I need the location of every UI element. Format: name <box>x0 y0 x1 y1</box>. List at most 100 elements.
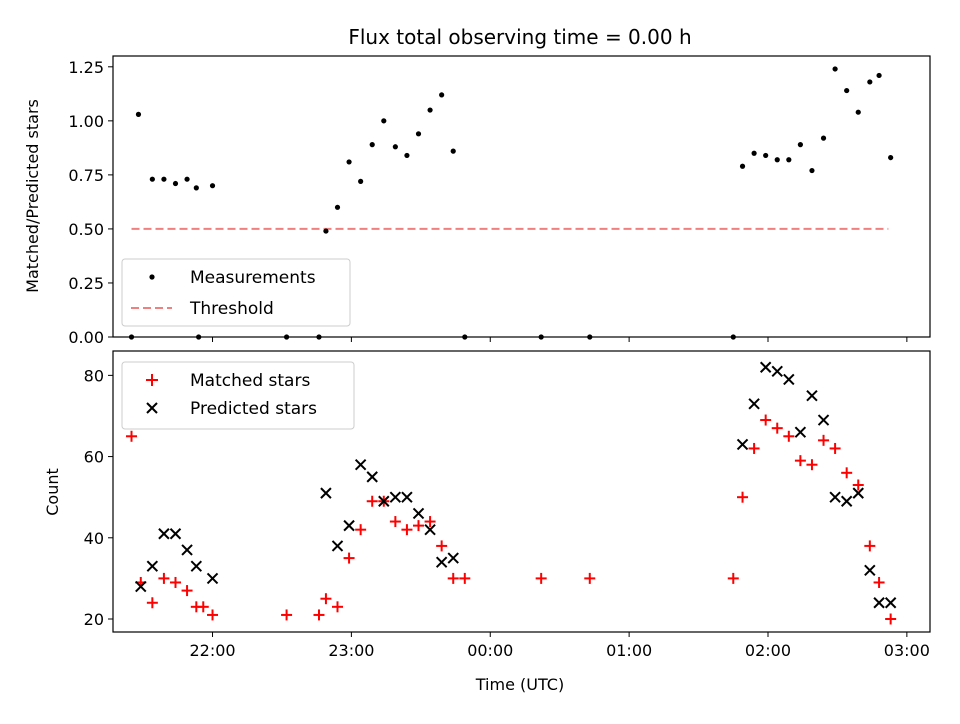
legend-threshold-label: Threshold <box>189 299 274 319</box>
predicted-star-point-3 <box>169 528 182 540</box>
measurement-point-5 <box>184 176 190 182</box>
bottom-y-tick-label-2: 60 <box>84 448 104 467</box>
predicted-star-point-5 <box>190 560 203 572</box>
predicted-star-point-30 <box>864 564 876 576</box>
matched-star-point-14 <box>355 524 367 536</box>
measurement-point-38 <box>867 79 873 85</box>
predicted-star-point-0 <box>135 580 147 593</box>
legend-predicted-marker <box>146 402 158 414</box>
predicted-star-point-26 <box>817 414 830 426</box>
matched-star-point-24 <box>535 572 547 584</box>
predicted-star-point-11 <box>366 471 378 483</box>
predicted-star-point-18 <box>447 552 459 564</box>
matched-star-point-25 <box>584 572 596 584</box>
measurement-point-15 <box>369 142 375 148</box>
predicted-star-point-17 <box>435 556 448 568</box>
bottom-x-tick-label-1: 23:00 <box>328 641 374 660</box>
measurement-point-32 <box>797 142 803 148</box>
predicted-star-point-14 <box>401 491 413 503</box>
predicted-star-point-10 <box>354 458 367 471</box>
legend-measurements-label: Measurements <box>190 268 316 288</box>
bottom-y-tick-label-1: 40 <box>84 529 104 548</box>
matched-star-point-39 <box>873 576 885 588</box>
bottom-plot-frame <box>112 350 931 633</box>
top-y-tick-label-5: 1.25 <box>68 58 104 77</box>
matched-star-point-15 <box>366 495 378 507</box>
matched-star-point-26 <box>727 572 739 584</box>
top-marks <box>128 66 894 340</box>
matched-star-point-8 <box>207 609 219 621</box>
bottom-panel: 22:00 23:00 00:00 01:00 02:00 03:00 20 40 60 80 C… <box>43 350 931 694</box>
predicted-star-point-13 <box>389 491 402 503</box>
matched-star-point-20 <box>424 516 436 528</box>
predicted-star-point-19 <box>736 438 749 451</box>
legend-measurements-marker <box>149 274 155 280</box>
matched-star-point-32 <box>794 455 806 467</box>
matched-star-point-27 <box>737 491 749 503</box>
predicted-star-point-15 <box>412 507 425 520</box>
matched-star-point-19 <box>413 520 425 532</box>
matched-star-point-12 <box>332 601 344 613</box>
measurement-point-36 <box>844 87 850 94</box>
predicted-star-point-9 <box>343 519 355 532</box>
predicted-star-point-20 <box>748 398 760 410</box>
top-panel: 0.00 0.25 0.50 0.75 1.00 1.25 Matched/Predict… <box>23 55 931 347</box>
measurement-point-17 <box>392 144 398 150</box>
top-y-tick-label-4: 1.00 <box>68 112 104 131</box>
matched-star-point-10 <box>313 609 325 621</box>
predicted-star-point-25 <box>806 389 818 402</box>
measurement-point-14 <box>358 178 364 184</box>
top-y-tick-label-1: 0.25 <box>68 274 104 293</box>
matched-star-point-17 <box>389 516 401 528</box>
matched-star-point-0 <box>126 430 138 442</box>
matched-star-point-30 <box>771 422 783 434</box>
matched-star-point-13 <box>343 552 355 564</box>
top-y-axis-label: Matched/Predicted stars <box>23 99 42 293</box>
matched-star-point-38 <box>864 540 876 552</box>
measurement-point-4 <box>172 180 179 187</box>
bottom-y-axis-label: Count <box>43 468 62 516</box>
matched-star-point-5 <box>181 585 193 597</box>
measurement-point-18 <box>404 152 410 159</box>
matched-star-point-28 <box>748 442 760 454</box>
predicted-star-point-28 <box>840 495 853 507</box>
bottom-ticks: 22:00 23:00 00:00 01:00 02:00 03:00 20 40 60 80 <box>84 366 930 660</box>
matched-star-point-11 <box>320 593 332 605</box>
predicted-star-point-27 <box>829 491 841 503</box>
predicted-star-point-31 <box>873 597 885 609</box>
matched-star-point-37 <box>852 479 864 491</box>
predicted-star-point-7 <box>320 487 332 499</box>
matched-star-point-18 <box>401 524 413 536</box>
predicted-star-point-4 <box>181 544 193 556</box>
matched-star-point-9 <box>281 609 293 621</box>
measurement-point-37 <box>855 109 861 115</box>
matched-star-point-35 <box>829 442 841 454</box>
predicted-star-point-29 <box>852 487 864 499</box>
predicted-star-point-23 <box>783 373 795 386</box>
matched-star-point-29 <box>760 414 772 426</box>
matched-star-point-22 <box>447 572 459 584</box>
measurement-point-35 <box>832 66 838 72</box>
matched-star-point-33 <box>806 459 818 471</box>
matched-star-point-7 <box>197 601 209 613</box>
top-ticks: 0.00 0.25 0.50 0.75 1.00 1.25 <box>68 58 908 347</box>
predicted-star-point-22 <box>771 365 783 378</box>
predicted-star-point-2 <box>158 528 170 540</box>
measurement-point-29 <box>763 152 769 159</box>
bottom-x-tick-label-5: 03:00 <box>884 641 930 660</box>
measurement-point-13 <box>346 159 352 165</box>
measurement-point-6 <box>193 185 199 191</box>
bottom-x-tick-label-4: 02:00 <box>745 641 791 660</box>
predicted-star-point-32 <box>884 597 897 609</box>
measurement-point-40 <box>888 154 894 161</box>
measurement-point-2 <box>149 176 155 182</box>
predicted-star-point-24 <box>794 426 807 438</box>
measurement-point-31 <box>786 157 792 163</box>
measurement-point-11 <box>323 228 329 234</box>
matched-star-point-3 <box>158 572 170 584</box>
predicted-star-point-6 <box>206 572 219 585</box>
measurement-point-33 <box>809 167 815 174</box>
matched-star-point-40 <box>885 613 897 625</box>
